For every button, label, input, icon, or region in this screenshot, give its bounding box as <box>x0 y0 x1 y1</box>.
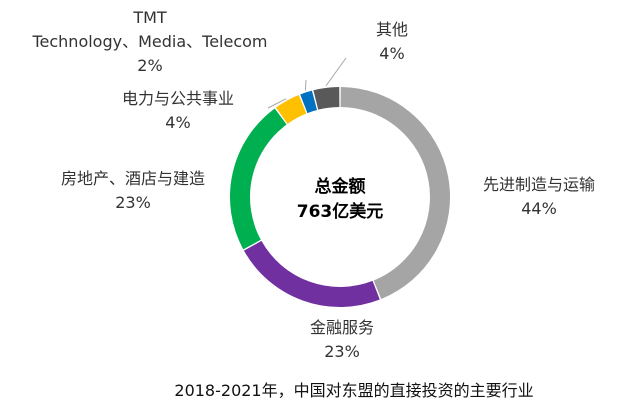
chart-caption: 2018-2021年，中国对东盟的直接投资的主要行业 <box>174 381 533 400</box>
leader-lines <box>267 57 347 109</box>
leader-line-other <box>325 57 347 87</box>
leader-line-power-utilities <box>267 98 287 109</box>
slice-value-advanced-manufacturing: 44% <box>521 199 557 218</box>
donut-slice-real-estate <box>230 108 287 250</box>
leader-line-tmt <box>304 79 307 91</box>
center-label-line-1: 总金额 <box>315 176 366 197</box>
donut-slices <box>230 87 450 307</box>
donut-slice-advanced-manufacturing <box>340 87 450 299</box>
slice-value-tmt: 2% <box>137 56 162 75</box>
slice-value-real-estate: 23% <box>115 193 151 212</box>
donut-slice-other <box>313 87 340 110</box>
slice-label-power-utilities: 电力与公共事业 <box>122 89 234 108</box>
slice-label-advanced-manufacturing: 先进制造与运输 <box>483 175 595 194</box>
donut-slice-financial-services <box>243 240 380 307</box>
slice-label-other: 其他 <box>376 20 408 39</box>
slice-label-real-estate: 房地产、酒店与建造 <box>61 169 205 188</box>
donut-slice-power-utilities <box>275 95 307 124</box>
slice-label-tmt-line-2: Technology、Media、Telecom <box>31 32 267 51</box>
slice-label-financial-services: 金融服务 <box>310 318 374 337</box>
slice-value-power-utilities: 4% <box>165 113 190 132</box>
center-label-line-2: 763亿美元 <box>297 201 384 222</box>
donut-slice-tmt <box>300 90 318 114</box>
slice-value-financial-services: 23% <box>324 342 360 361</box>
slice-value-other: 4% <box>379 44 404 63</box>
slice-label-tmt-line-1: TMT <box>132 8 167 27</box>
